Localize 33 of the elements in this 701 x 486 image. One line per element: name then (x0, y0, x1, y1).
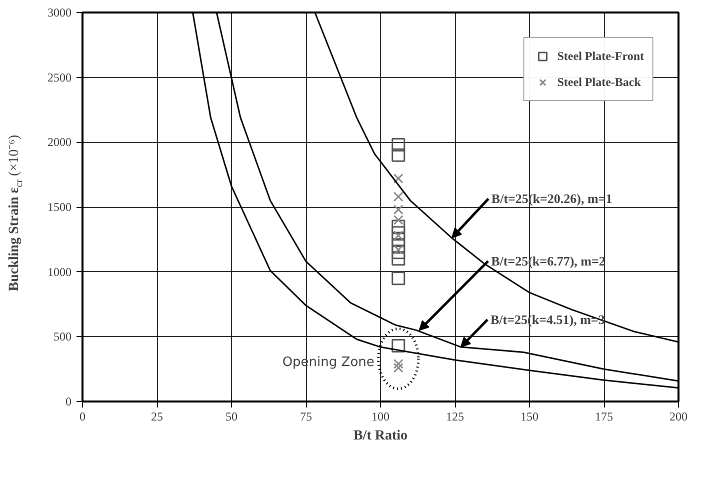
x-tick-label: 75 (300, 410, 312, 424)
point (392, 272, 406, 286)
y-tick-label: 2500 (48, 70, 72, 84)
x-axis-title: B/t Ratio (353, 428, 408, 444)
y-tick-label: 500 (54, 330, 72, 344)
x-tick-label: 125 (446, 410, 464, 424)
x-tick-label: 0 (80, 410, 86, 424)
legend-label: Steel Plate-Back (557, 74, 641, 90)
point (392, 220, 406, 234)
point (393, 173, 404, 184)
point (393, 358, 404, 369)
x-tick-label: 25 (151, 410, 163, 424)
point (393, 204, 404, 215)
x-tick-label: 200 (670, 410, 688, 424)
legend-label: Steel Plate-Front (557, 48, 644, 64)
y-tick-label: 3000 (48, 6, 72, 20)
y-tick-label: 2000 (48, 135, 72, 150)
x-tick-label: 175 (595, 410, 613, 424)
point (393, 362, 404, 373)
x-tick-label: 150 (520, 410, 538, 424)
point (392, 252, 406, 266)
point (392, 246, 406, 260)
point (392, 138, 406, 152)
point (392, 338, 406, 352)
y-tick-label: 1500 (48, 200, 72, 214)
x-tick-label: 50 (226, 410, 238, 424)
y-tick-label: 1000 (48, 264, 72, 279)
point (392, 148, 406, 162)
point (393, 192, 404, 202)
point (393, 214, 404, 225)
point (392, 226, 406, 240)
x-tick-label: 100 (372, 410, 390, 424)
y-tick-label: 0 (66, 394, 72, 408)
